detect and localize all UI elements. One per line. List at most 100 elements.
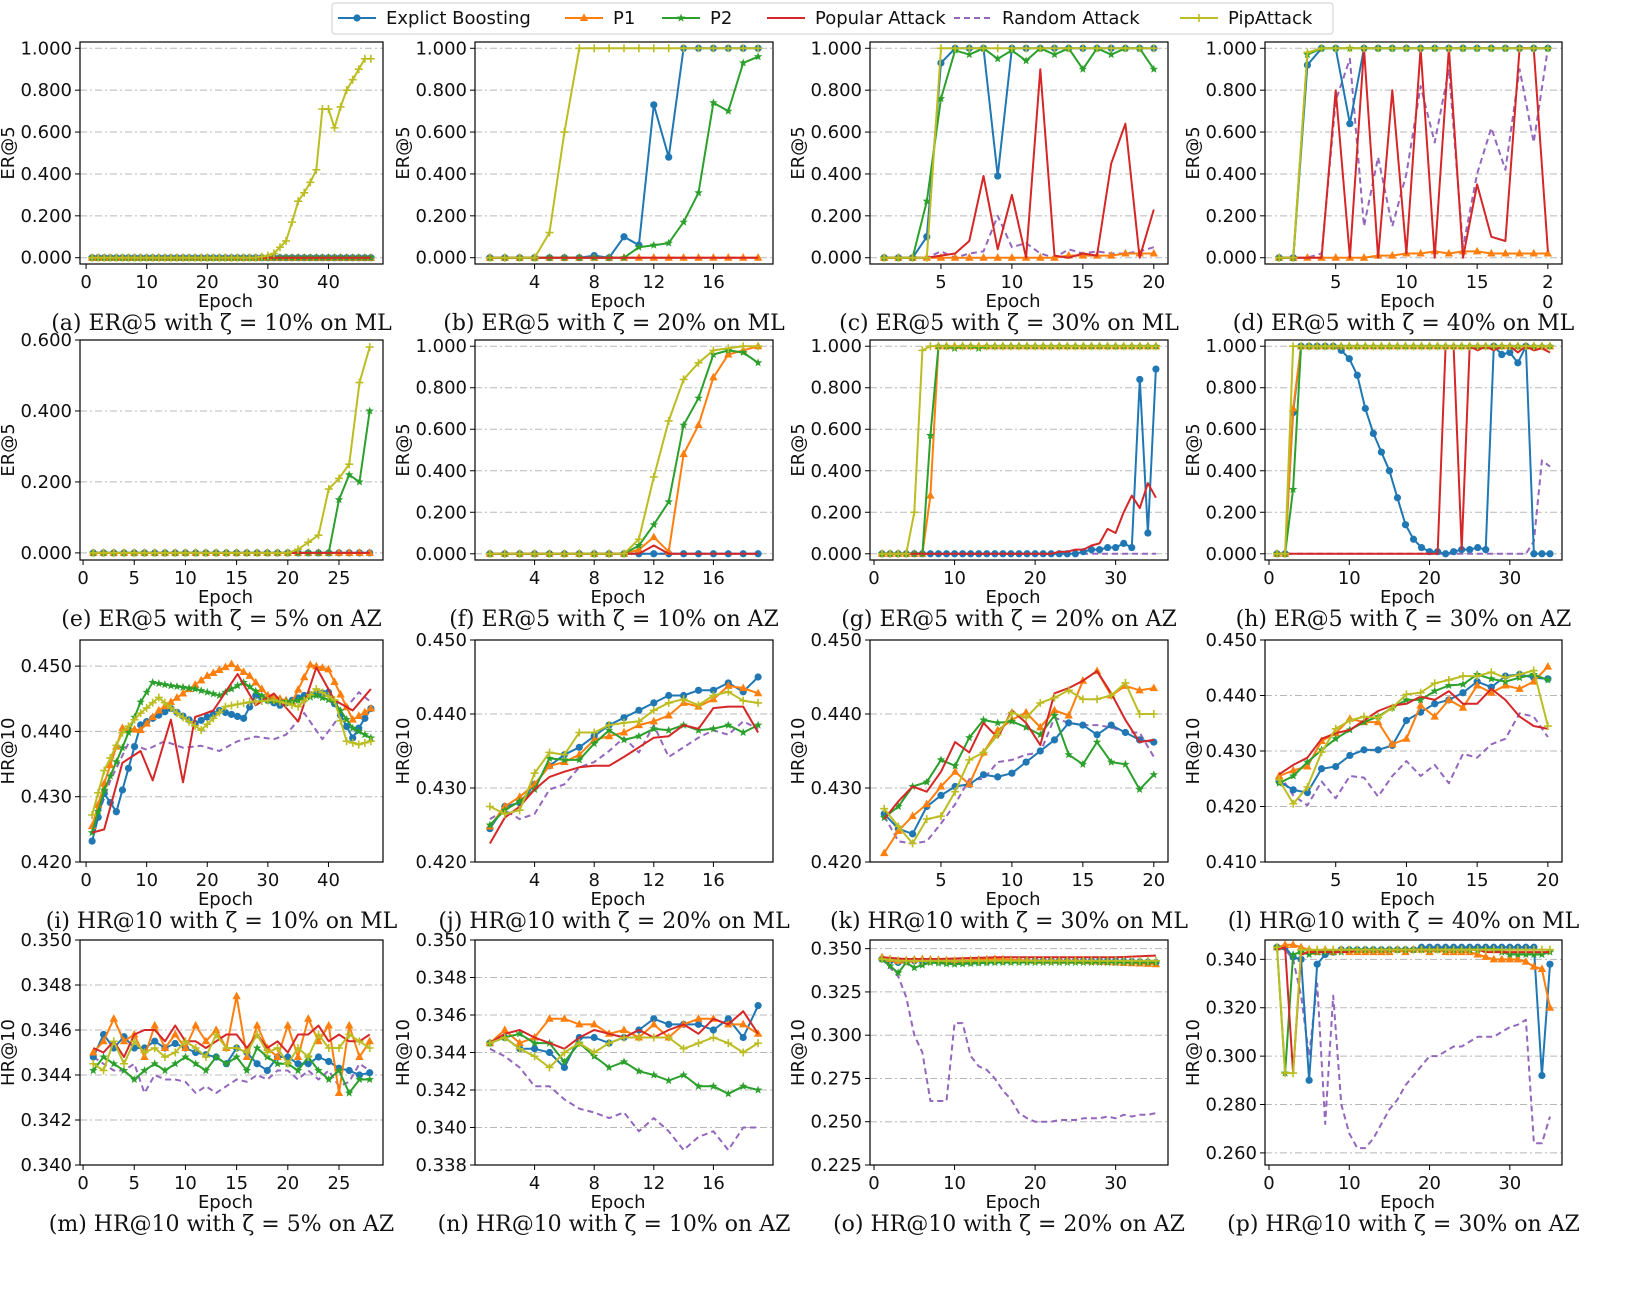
y-tick-label: 0.400 bbox=[1205, 461, 1257, 482]
data-point bbox=[1481, 945, 1490, 954]
data-point bbox=[545, 1063, 554, 1072]
data-point bbox=[1022, 713, 1031, 722]
data-point bbox=[233, 663, 242, 672]
data-point bbox=[360, 707, 370, 716]
data-point bbox=[354, 65, 363, 74]
x-axis-label: Epoch bbox=[198, 889, 253, 910]
series-line bbox=[489, 349, 759, 555]
data-point bbox=[1416, 688, 1425, 697]
data-point bbox=[355, 1037, 364, 1046]
data-point bbox=[500, 549, 509, 558]
data-point bbox=[1431, 700, 1439, 708]
data-point bbox=[982, 342, 991, 351]
data-point bbox=[263, 1048, 272, 1057]
data-point bbox=[500, 1033, 509, 1042]
data-point bbox=[605, 1039, 614, 1048]
series-random-attack bbox=[883, 716, 1155, 845]
data-point bbox=[1472, 246, 1482, 255]
data-point bbox=[345, 1020, 354, 1029]
legend-label: P2 bbox=[710, 8, 732, 29]
data-point bbox=[150, 1044, 159, 1052]
data-point bbox=[1103, 342, 1112, 351]
data-point bbox=[1064, 750, 1073, 759]
series-line bbox=[882, 369, 1157, 555]
data-point bbox=[649, 240, 658, 249]
data-point bbox=[342, 737, 351, 746]
data-point bbox=[1303, 761, 1312, 770]
series-p2 bbox=[485, 720, 763, 829]
data-point bbox=[1441, 945, 1450, 954]
data-point bbox=[886, 955, 895, 964]
data-point bbox=[1021, 722, 1031, 731]
chart-panel-k: 0.420 0.430 0.440 0.450 5 10 15 20 Epoch HR@10 (k)… bbox=[788, 630, 1188, 934]
axes-frame bbox=[869, 41, 1169, 265]
series-line bbox=[882, 345, 1156, 555]
data-point bbox=[171, 548, 180, 557]
series-line bbox=[92, 1047, 370, 1094]
y-axis-label: ER@5 bbox=[1183, 423, 1204, 476]
data-point bbox=[1303, 757, 1312, 766]
data-point bbox=[1128, 543, 1136, 552]
data-point bbox=[515, 1029, 524, 1038]
legend-item: Popular Attack bbox=[767, 8, 946, 29]
data-point bbox=[753, 720, 763, 729]
x-axis-label: Epoch bbox=[1380, 587, 1435, 608]
data-point bbox=[257, 252, 266, 261]
data-point bbox=[355, 1052, 364, 1060]
y-tick-label: 0.346 bbox=[415, 1005, 467, 1026]
legend-label: Explict Boosting bbox=[386, 8, 531, 29]
y-tick-label: 0.400 bbox=[415, 461, 467, 482]
data-point bbox=[709, 691, 718, 700]
series-line bbox=[882, 482, 1157, 555]
data-point bbox=[1449, 342, 1458, 351]
data-point bbox=[979, 253, 988, 261]
data-point bbox=[974, 956, 983, 965]
data-point bbox=[334, 474, 343, 483]
x-tick-label: 10 bbox=[174, 568, 197, 589]
y-tick-label: 0.350 bbox=[810, 939, 862, 960]
data-point bbox=[679, 695, 688, 704]
series-line bbox=[883, 670, 1154, 820]
data-point bbox=[1317, 748, 1326, 757]
series-line bbox=[884, 68, 1155, 259]
data-point bbox=[753, 688, 763, 697]
data-point bbox=[273, 548, 282, 557]
legend-item: PipAttack bbox=[1180, 8, 1313, 29]
data-point bbox=[679, 449, 688, 458]
data-point bbox=[1393, 494, 1402, 502]
series-line bbox=[883, 714, 1155, 819]
data-point bbox=[1303, 789, 1312, 797]
data-point bbox=[1274, 771, 1284, 779]
data-point bbox=[1289, 1069, 1298, 1078]
data-point bbox=[1332, 762, 1340, 771]
series-p1 bbox=[877, 341, 1161, 557]
data-point bbox=[1064, 686, 1073, 695]
y-tick-label: 0.250 bbox=[810, 1112, 862, 1133]
series-p1 bbox=[879, 248, 1159, 261]
y-tick-label: 0.400 bbox=[20, 164, 72, 185]
data-point bbox=[325, 1057, 333, 1066]
data-point bbox=[530, 253, 539, 262]
y-axis-label: ER@5 bbox=[0, 423, 19, 476]
data-point bbox=[240, 714, 248, 722]
data-point bbox=[575, 728, 584, 737]
data-point bbox=[979, 771, 988, 779]
data-point bbox=[300, 188, 309, 197]
data-point bbox=[664, 1033, 673, 1042]
data-point bbox=[1329, 342, 1338, 351]
data-point bbox=[922, 196, 931, 205]
data-point bbox=[1501, 680, 1510, 689]
data-point bbox=[1050, 253, 1059, 261]
y-tick-label: 0.000 bbox=[1205, 544, 1257, 565]
data-point bbox=[172, 693, 182, 701]
data-point bbox=[936, 253, 946, 261]
series-random-attack bbox=[1278, 712, 1549, 807]
data-point bbox=[1151, 342, 1160, 351]
y-tick-label: 0.600 bbox=[20, 330, 72, 351]
data-point bbox=[530, 1052, 539, 1061]
y-tick-label: 0.600 bbox=[810, 122, 862, 143]
y-tick-label: 0.400 bbox=[810, 461, 862, 482]
data-point bbox=[1331, 724, 1340, 733]
x-tick-label: 20 bbox=[1142, 870, 1165, 891]
y-tick-label: 0.440 bbox=[20, 721, 72, 742]
